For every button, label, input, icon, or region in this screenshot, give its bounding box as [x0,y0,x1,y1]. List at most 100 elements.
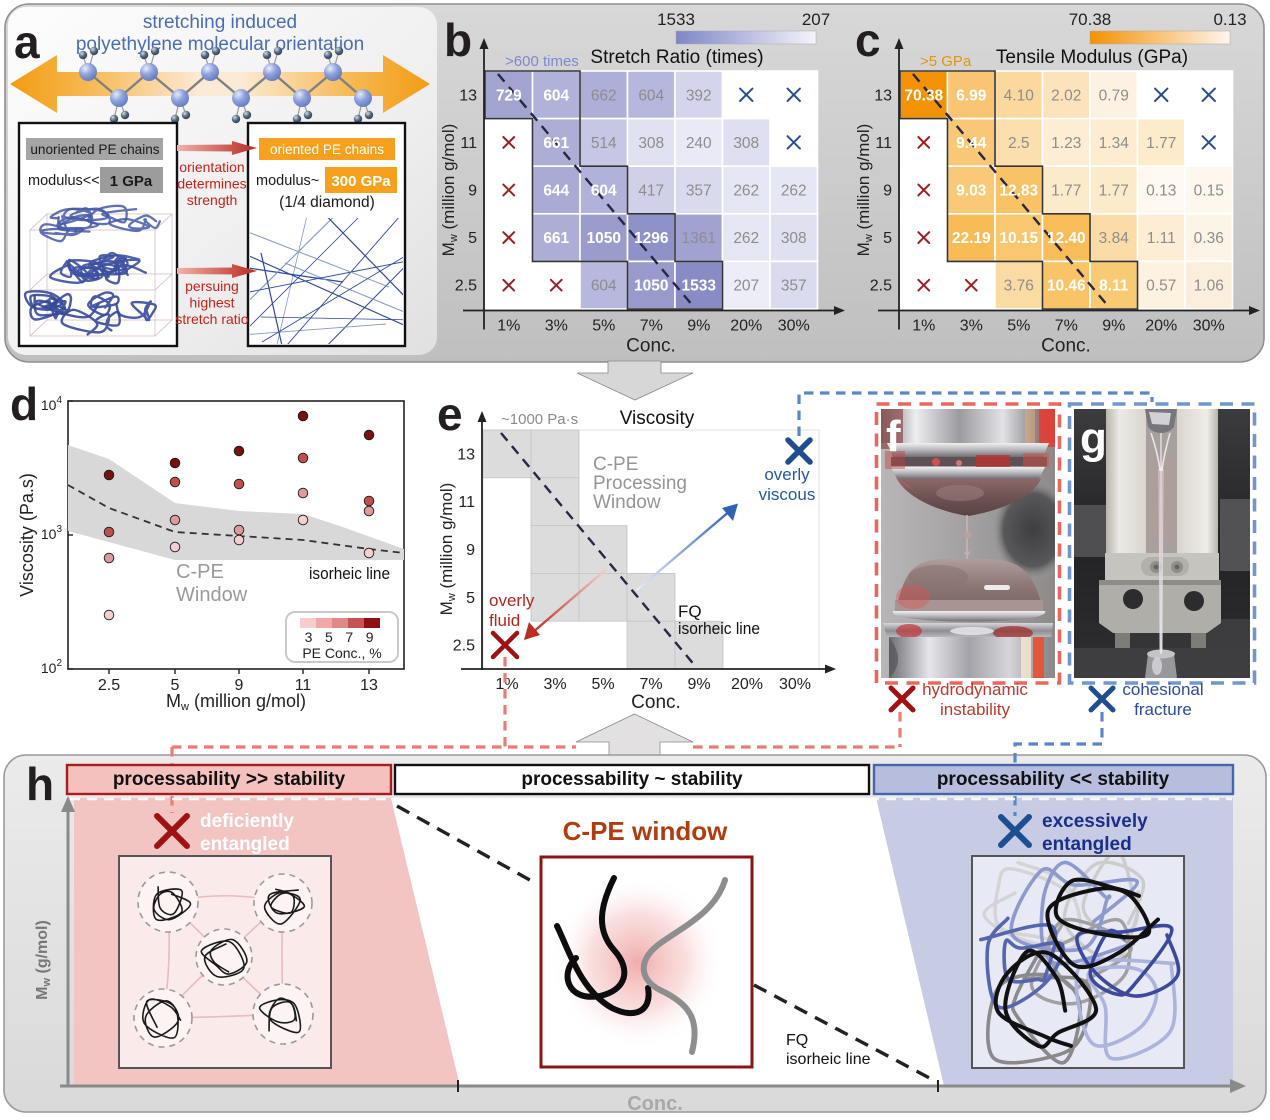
svg-text:Stretch Ratio (times): Stretch Ratio (times) [590,47,763,68]
svg-text:>600 times: >600 times [505,53,579,70]
svg-text:30%: 30% [778,318,810,335]
svg-text:1050: 1050 [587,230,621,247]
svg-text:1050: 1050 [634,278,668,295]
svg-text:Conc.: Conc. [626,336,676,357]
svg-text:5: 5 [883,230,892,247]
svg-text:7: 7 [345,629,353,645]
svg-text:661: 661 [543,230,569,247]
svg-text:10.15: 10.15 [999,230,1038,247]
svg-text:20%: 20% [731,676,763,693]
svg-text:a: a [14,16,40,68]
svg-text:9%: 9% [687,676,710,693]
svg-text:262: 262 [733,183,759,200]
svg-text:oriented PE chains: oriented PE chains [270,142,384,157]
svg-text:207: 207 [802,10,830,29]
svg-text:102: 102 [41,658,63,676]
svg-text:20%: 20% [1145,318,1177,335]
svg-text:3%: 3% [543,676,566,693]
svg-text:12.83: 12.83 [999,183,1038,200]
svg-text:662: 662 [591,87,617,104]
svg-text:orientation: orientation [179,159,244,175]
svg-text:isorheic line: isorheic line [786,1051,871,1068]
svg-text:308: 308 [733,135,759,152]
svg-text:Conc.: Conc. [631,692,681,713]
svg-text:0.13: 0.13 [1213,10,1246,29]
svg-text:deficiently: deficiently [200,811,294,832]
svg-text:(1/4 diamond): (1/4 diamond) [279,194,375,211]
svg-text:FQ: FQ [678,602,702,621]
svg-text:5: 5 [466,590,475,607]
svg-text:isorheic line: isorheic line [678,619,760,638]
svg-text:Mw (million g/mol): Mw (million g/mol) [437,483,458,616]
svg-text:c: c [855,14,881,66]
svg-text:5: 5 [171,677,180,694]
svg-text:240: 240 [686,135,712,152]
svg-text:6.99: 6.99 [956,87,987,104]
svg-text:11: 11 [295,677,312,694]
svg-text:104: 104 [41,395,63,413]
svg-text:262: 262 [781,183,807,200]
svg-text:FQ: FQ [786,1032,808,1049]
svg-text:604: 604 [591,278,617,295]
svg-text:9: 9 [235,677,244,694]
svg-text:1.06: 1.06 [1194,278,1224,295]
svg-text:30%: 30% [1193,318,1225,335]
svg-text:Conc.: Conc. [1041,336,1091,357]
svg-text:1.77: 1.77 [1099,183,1129,200]
svg-text:392: 392 [686,87,712,104]
svg-text:1 GPa: 1 GPa [110,173,153,190]
svg-text:determines: determines [177,175,246,191]
svg-text:C-PE: C-PE [593,454,638,475]
svg-text:70.38: 70.38 [1069,10,1112,29]
svg-text:417: 417 [638,183,664,200]
svg-text:20%: 20% [730,318,762,335]
svg-text:entangled: entangled [1042,834,1132,855]
svg-text:0.79: 0.79 [1099,87,1129,104]
svg-text:0.57: 0.57 [1146,278,1176,295]
svg-text:11: 11 [875,135,892,152]
svg-text:1533: 1533 [682,278,717,295]
svg-text:b: b [444,14,472,66]
svg-text:Window: Window [176,584,248,606]
svg-text:isorheic line: isorheic line [309,564,390,583]
svg-text:70.38: 70.38 [904,87,943,104]
svg-text:661: 661 [543,135,569,152]
svg-text:9%: 9% [687,318,710,335]
svg-text:1%: 1% [495,676,518,693]
svg-text:357: 357 [686,183,712,200]
svg-text:1.77: 1.77 [1146,135,1176,152]
svg-text:308: 308 [638,135,664,152]
svg-text:e: e [437,388,463,440]
svg-text:1.34: 1.34 [1099,135,1130,152]
svg-text:Window: Window [593,492,661,513]
svg-text:5%: 5% [591,676,614,693]
svg-text:Conc.: Conc. [627,1093,683,1115]
svg-text:modulus~: modulus~ [256,173,319,189]
svg-text:604: 604 [638,87,664,104]
svg-text:processability ~ stability: processability ~ stability [521,769,743,790]
svg-text:PE Conc., %: PE Conc., % [302,645,381,661]
svg-text:C-PE: C-PE [176,561,224,583]
svg-text:processability << stability: processability << stability [937,769,1170,790]
svg-text:7%: 7% [639,676,662,693]
svg-text:h: h [26,758,54,810]
svg-text:5%: 5% [592,318,615,335]
svg-text:207: 207 [733,278,759,295]
svg-text:Mw (million g/mol): Mw (million g/mol) [439,124,460,257]
svg-text:13: 13 [459,87,477,104]
svg-text:Mw (g/mol): Mw (g/mol) [34,920,53,1000]
svg-text:Viscosity: Viscosity [620,408,695,429]
svg-text:8.11: 8.11 [1099,278,1129,295]
svg-text:604: 604 [543,87,569,104]
svg-text:excessively: excessively [1042,811,1148,832]
svg-text:9.44: 9.44 [956,135,987,152]
svg-text:10.46: 10.46 [1047,278,1086,295]
svg-text:357: 357 [781,278,807,295]
svg-text:strength: strength [187,192,238,208]
svg-text:d: d [10,378,38,430]
svg-text:5%: 5% [1007,318,1030,335]
svg-text:instability: instability [940,700,1010,719]
svg-text:stretch ratio: stretch ratio [175,311,248,327]
svg-text:308: 308 [781,230,807,247]
svg-text:9.03: 9.03 [956,183,987,200]
